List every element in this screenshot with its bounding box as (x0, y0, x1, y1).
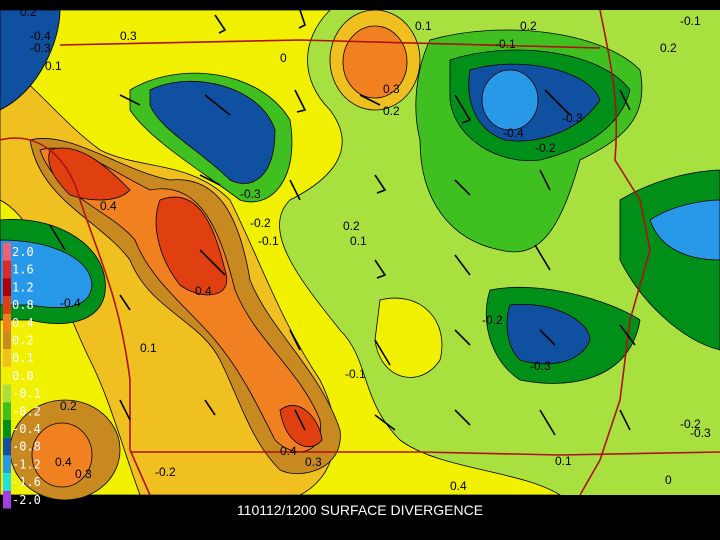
contour-label: 0.1 (140, 341, 157, 355)
contour-label: 0.4 (195, 284, 212, 298)
legend-swatch (3, 260, 11, 279)
legend-label: 0.4 (12, 316, 34, 330)
contour-label: -0.3 (690, 426, 711, 440)
zone-lightblue (481, 69, 539, 131)
legend-swatch (3, 243, 11, 261)
contour-label: -0.4 (503, 126, 524, 140)
contour-label: 0.2 (20, 5, 37, 19)
legend-swatch (3, 349, 11, 367)
contour-label: -0.2 (250, 216, 271, 230)
state-borders (0, 9, 720, 496)
contour-label: -0.1 (345, 367, 366, 381)
contour-label: 0.3 (120, 29, 137, 43)
contour-label: 0.1 (415, 19, 432, 33)
contour-label: 0.4 (280, 444, 297, 458)
contour-label: -0.1 (495, 37, 516, 51)
legend-swatch (3, 296, 11, 314)
legend-swatch (3, 278, 11, 297)
contour-label: -0.2 (680, 417, 701, 431)
contour-label: 0.4 (450, 479, 467, 493)
legend-label: -1.6 (12, 475, 41, 489)
contour-label: 0 (280, 51, 287, 65)
legend-label: 2.0 (12, 245, 34, 259)
legend-label: -0.8 (12, 440, 41, 454)
wind-barbs (49, 9, 636, 436)
contour-label: 0.4 (55, 455, 72, 469)
legend-label: -0.4 (12, 422, 41, 436)
contour-label: 0.4 (100, 199, 117, 213)
legend-label: 0.8 (12, 298, 34, 312)
contour-label: 0.2 (60, 399, 77, 413)
contour-label: -0.1 (680, 14, 701, 28)
zone-yellow-2 (374, 297, 443, 378)
legend-label: 0.0 (12, 369, 34, 383)
zone-blue-2 (149, 80, 276, 184)
contour-label: 0 (665, 473, 672, 487)
contour-label: 0.3 (305, 455, 322, 469)
contour-label: -0.3 (562, 111, 583, 125)
legend-label: -0.2 (12, 404, 41, 418)
contour-label: -0.4 (30, 29, 51, 43)
zone-red-1 (48, 147, 131, 201)
caption: 110112/1200 SURFACE DIVERGENCE (237, 502, 483, 518)
legend-label: 0.2 (12, 334, 34, 348)
zone-red-3 (279, 405, 323, 448)
contour-label: 0.2 (660, 41, 677, 55)
contour-label: -0.1 (258, 234, 279, 248)
contour-label: -0.3 (530, 359, 551, 373)
legend-swatch (3, 313, 11, 332)
zone-orange-2 (342, 25, 408, 99)
contour-label: 0.2 (343, 219, 360, 233)
legend-swatch (3, 490, 11, 509)
legend-swatch (3, 402, 11, 420)
legend-swatch (3, 473, 11, 491)
contour-label: 0.3 (383, 82, 400, 96)
zone-red-2 (155, 196, 228, 296)
zone-lightblue-2 (0, 239, 93, 309)
zone-lightblue-3 (649, 199, 720, 261)
contour-label: 0.1 (555, 454, 572, 468)
legend-label: 1.6 (12, 263, 34, 277)
contour-label: 0.1 (350, 234, 367, 248)
legend-swatch (3, 455, 11, 474)
legend-label: -1.2 (12, 457, 41, 471)
contour-label: 0.2 (520, 19, 537, 33)
zone-blue-4 (0, 9, 61, 111)
legend-label: 1.2 (12, 280, 34, 294)
legend-swatch (3, 331, 11, 350)
contour-label: 0.3 (75, 467, 92, 481)
legend-swatch (3, 437, 11, 456)
legend-label: 0.1 (12, 351, 34, 365)
contour-label: -0.2 (535, 141, 556, 155)
contour-label: -0.4 (60, 296, 81, 310)
contour-label: 0.1 (45, 59, 62, 73)
contour-label: 0.2 (383, 104, 400, 118)
legend-label: -2.0 (12, 493, 41, 507)
contour-label: -0.3 (240, 187, 261, 201)
contour-labels: -0.4-0.30.10.30.20-0.10.30.2-0.4-0.3-0.2… (20, 5, 711, 493)
zone-orange-3 (31, 422, 93, 488)
contour-label: -0.2 (482, 313, 503, 327)
contour-label: -0.2 (155, 465, 176, 479)
legend-swatch (3, 384, 11, 403)
legend-swatch (3, 366, 11, 385)
legend-label: -0.1 (12, 387, 41, 401)
color-legend: 2.0 1.6 1.2 0.8 0.4 0.2 0.1 0.0 -0.1 -0.2 -0.4 -0.8… (3, 243, 41, 509)
map-field (0, 9, 720, 501)
contour-label: -0.3 (30, 41, 51, 55)
zone-blue-3 (506, 303, 591, 365)
legend-swatch (3, 420, 11, 438)
